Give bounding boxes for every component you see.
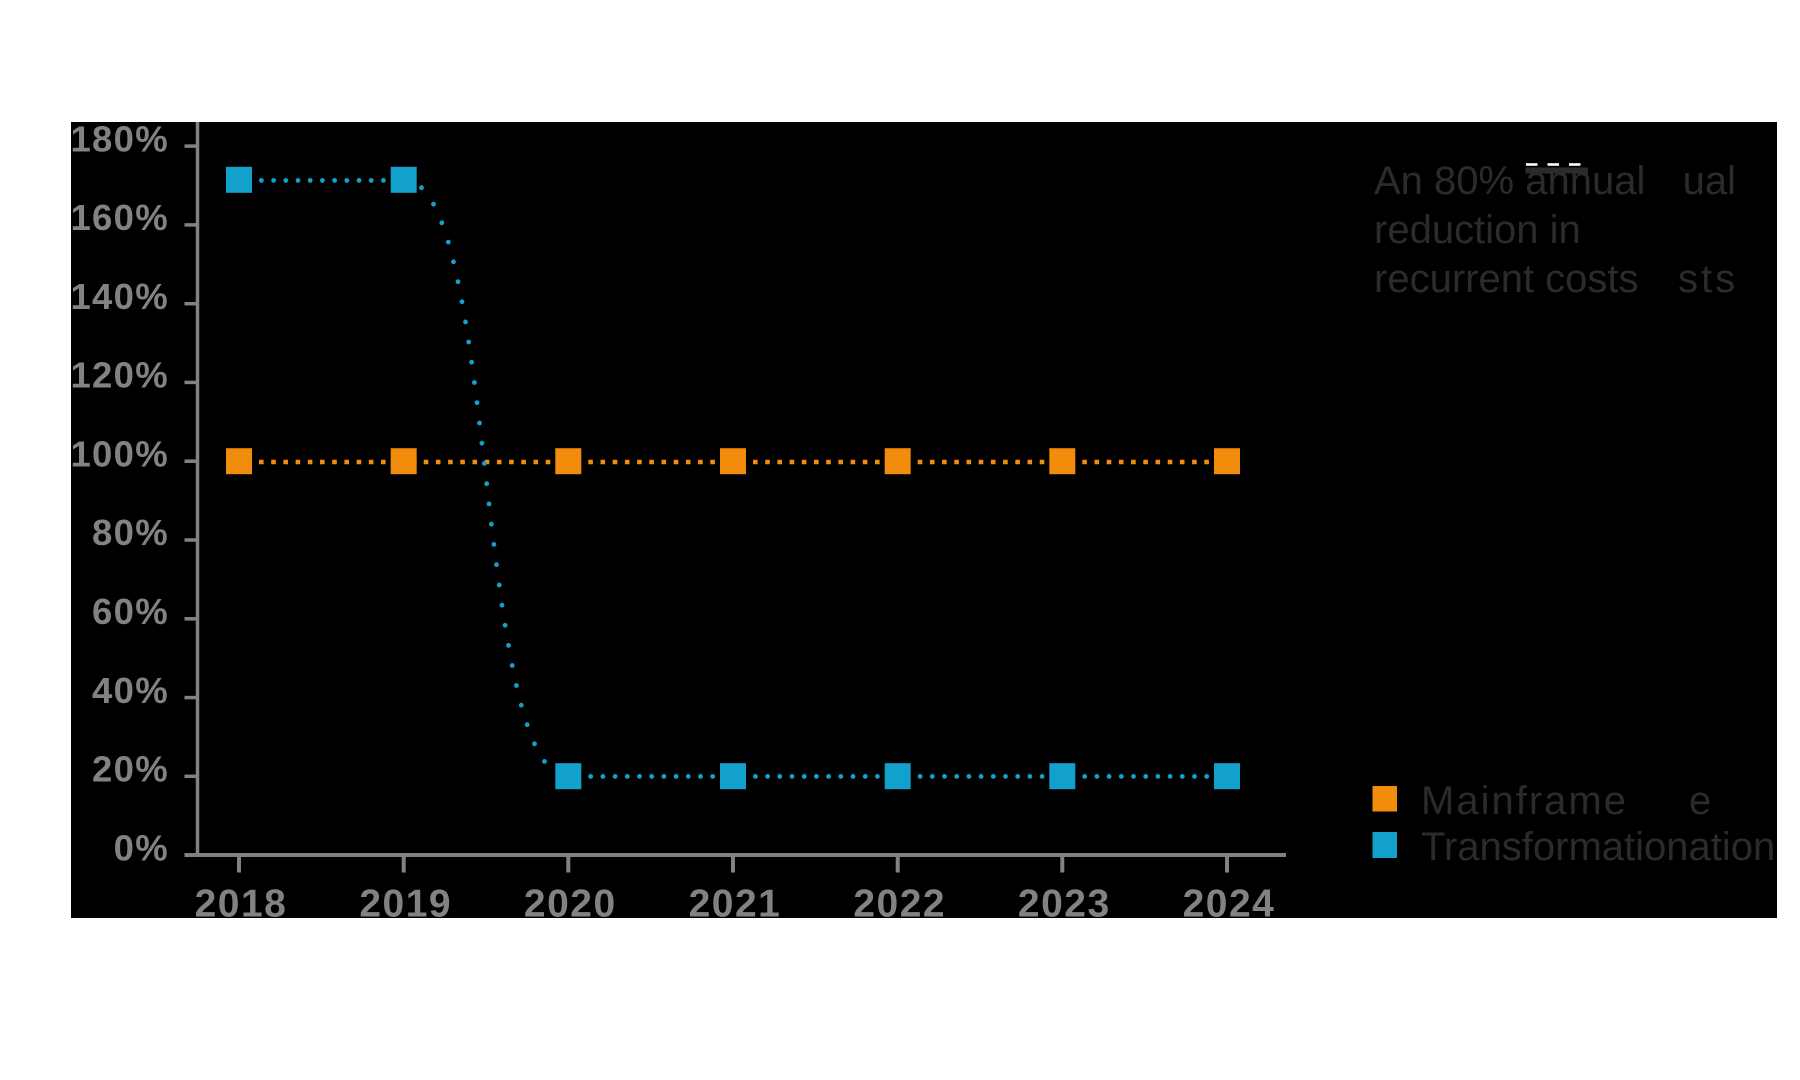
svg-text:2024: 2024	[1183, 883, 1276, 926]
svg-text:2019: 2019	[359, 883, 452, 926]
svg-text:160%: 160%	[70, 197, 169, 238]
svg-text:sts: sts	[1678, 257, 1738, 301]
svg-text:recurrent costs: recurrent costs	[1374, 257, 1639, 301]
svg-text:180%: 180%	[70, 118, 169, 159]
svg-text:2021: 2021	[689, 883, 782, 926]
svg-text:80%: 80%	[92, 512, 169, 553]
svg-text:140%: 140%	[70, 276, 169, 317]
svg-text:2022: 2022	[853, 883, 946, 926]
svg-text:Transformationation: Transformationation	[1421, 825, 1775, 869]
svg-text:Mainframe: Mainframe	[1421, 779, 1628, 823]
svg-text:An 80% annual: An 80% annual	[1374, 159, 1645, 203]
svg-text:2023: 2023	[1018, 883, 1111, 926]
svg-text:reduction in: reduction in	[1374, 208, 1581, 252]
svg-text:20%: 20%	[92, 749, 169, 790]
svg-text:e: e	[1689, 779, 1711, 823]
svg-text:40%: 40%	[92, 670, 169, 711]
svg-text:0%: 0%	[114, 827, 169, 868]
svg-text:ual: ual	[1683, 159, 1736, 203]
svg-text:60%: 60%	[92, 591, 169, 632]
svg-text:2018: 2018	[195, 883, 288, 926]
svg-text:2020: 2020	[524, 883, 617, 926]
svg-text:100%: 100%	[70, 433, 169, 474]
svg-text:120%: 120%	[70, 355, 169, 396]
